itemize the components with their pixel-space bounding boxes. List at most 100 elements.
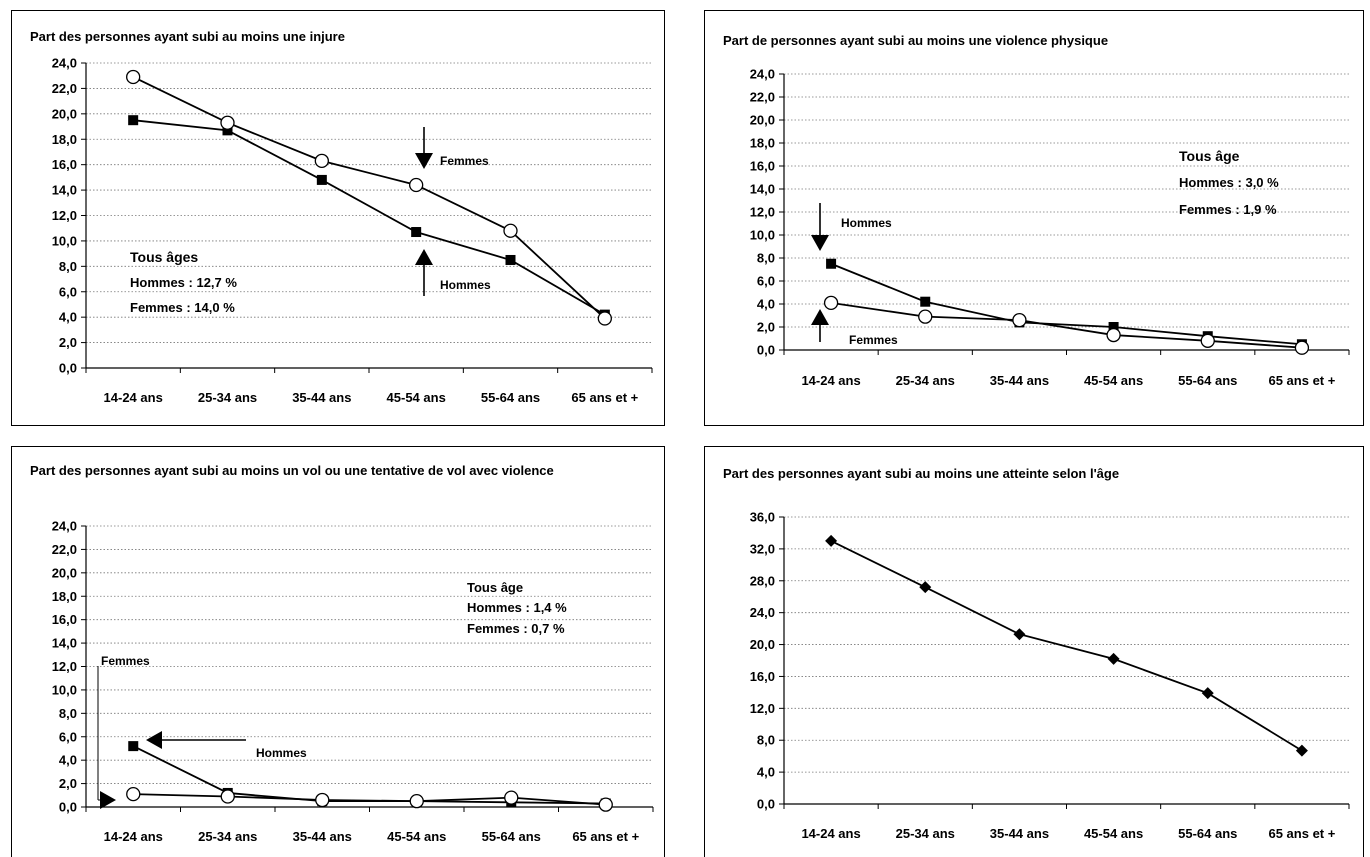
y-tick-label: 2,0 <box>757 320 775 335</box>
x-tick-label: 25-34 ans <box>198 390 257 405</box>
y-tick-label: 12,0 <box>52 208 77 223</box>
arrow-hommes-head <box>146 731 162 749</box>
annotations: Tous âge Hommes : 1,4 % Femmes : 0,7 % Femm… <box>97 580 567 809</box>
annotation-summary-femmes: Femmes : 0,7 % <box>467 621 565 636</box>
y-axis: 0,0 2,0 4,0 6,0 8,0 10,0 12,0 14,0 16,0 18,0 20,0 2… <box>750 67 785 358</box>
marker-diamond <box>1295 744 1308 757</box>
y-tick-label: 2,0 <box>59 335 77 350</box>
marker-diamond <box>825 534 838 547</box>
x-tick-label: 45-54 ans <box>1084 373 1143 388</box>
y-tick-label: 32,0 <box>750 541 775 556</box>
arrow-label-hommes: Hommes <box>256 746 307 760</box>
chart-title: Part de personnes ayant subi au moins un… <box>723 33 1109 48</box>
marker-square <box>222 125 233 136</box>
y-tick-label: 36,0 <box>750 510 775 525</box>
x-tick-label: 14-24 ans <box>104 390 163 405</box>
y-tick-label: 24,0 <box>52 519 77 534</box>
chart-title: Part des personnes ayant subi au moins u… <box>30 29 345 44</box>
y-tick-label: 14,0 <box>52 636 77 651</box>
marker-square <box>411 227 422 238</box>
marker-square <box>128 741 139 752</box>
marker-circle <box>220 115 235 130</box>
y-tick-label: 6,0 <box>59 284 77 299</box>
y-tick-label: 18,0 <box>52 589 77 604</box>
y-tick-label: 20,0 <box>750 113 775 128</box>
y-tick-label: 20,0 <box>52 565 77 580</box>
x-tick-label: 45-54 ans <box>387 390 446 405</box>
annotation-summary-hommes: Hommes : 3,0 % <box>1179 175 1279 190</box>
annotations: Tous âge Hommes : 3,0 % Femmes : 1,9 % Homm… <box>811 148 1279 347</box>
marker-circle <box>504 790 519 805</box>
y-tick-label: 4,0 <box>757 765 775 780</box>
y-tick-label: 12,0 <box>750 205 775 220</box>
arrow-femmes-head <box>811 309 829 325</box>
y-tick-label: 8,0 <box>757 251 775 266</box>
y-tick-label: 4,0 <box>59 753 77 768</box>
y-tick-label: 12,0 <box>750 701 775 716</box>
y-tick-label: 16,0 <box>52 157 77 172</box>
y-tick-label: 10,0 <box>52 233 77 248</box>
y-tick-label: 0,0 <box>757 343 775 358</box>
y-tick-label: 6,0 <box>59 729 77 744</box>
gridlines <box>784 73 1349 328</box>
y-tick-label: 4,0 <box>59 310 77 325</box>
y-axis: 0,0 2,0 4,0 6,0 8,0 10,0 12,0 14,0 16,0 18,0 20,0 2… <box>52 56 87 376</box>
arrow-label-hommes: Hommes <box>841 216 892 230</box>
marker-square <box>826 258 837 269</box>
annotation-summary-title: Tous âges <box>130 249 198 265</box>
y-tick-label: 16,0 <box>750 669 775 684</box>
chart-violence-physique: 0,0 2,0 4,0 6,0 8,0 10,0 12,0 14,0 16,0 18,0 20,0 2… <box>750 67 1350 388</box>
chart-panel-injure: Part des personnes ayant subi au moins u… <box>11 10 665 426</box>
marker-diamond <box>919 581 932 594</box>
series-line <box>830 301 1302 349</box>
y-tick-label: 10,0 <box>52 682 77 697</box>
x-tick-label: 25-34 ans <box>896 826 955 841</box>
marker-square <box>505 254 516 265</box>
x-tick-label: 14-24 ans <box>801 373 860 388</box>
y-tick-label: 22,0 <box>52 542 77 557</box>
y-tick-label: 28,0 <box>750 573 775 588</box>
y-tick-label: 18,0 <box>750 136 775 151</box>
marker-circle <box>597 311 612 326</box>
y-tick-label: 12,0 <box>52 659 77 674</box>
annotation-summary-title: Tous âge <box>1179 148 1240 164</box>
y-tick-label: 18,0 <box>52 132 77 147</box>
y-tick-label: 16,0 <box>750 159 775 174</box>
series-femmes <box>126 786 613 812</box>
chart-panel-violence-physique: Part de personnes ayant subi au moins un… <box>704 10 1364 426</box>
y-tick-label: 8,0 <box>59 259 77 274</box>
series-line <box>830 540 1303 752</box>
marker-diamond <box>1107 652 1120 665</box>
annotation-summary-title: Tous âge <box>467 580 523 595</box>
marker-circle <box>823 295 839 311</box>
y-tick-label: 4,0 <box>757 297 775 312</box>
x-tick-label: 25-34 ans <box>896 373 955 388</box>
x-tick-label: 55-64 ans <box>481 390 540 405</box>
arrow-label-hommes: Hommes <box>440 278 491 292</box>
x-tick-label: 35-44 ans <box>293 829 352 844</box>
x-tick-label: 45-54 ans <box>387 829 446 844</box>
series-hommes <box>826 258 1307 350</box>
marker-square <box>316 174 327 185</box>
marker-circle <box>503 223 518 238</box>
series-hommes <box>128 741 611 809</box>
y-tick-label: 10,0 <box>750 228 775 243</box>
marker-square <box>1108 322 1119 332</box>
x-tick-label: 25-34 ans <box>198 829 257 844</box>
x-tick-label: 55-64 ans <box>482 829 541 844</box>
chart-vol-violence: 0,0 2,0 4,0 6,0 8,0 10,0 12,0 14,0 16,0 18,0 20,0 2… <box>52 519 654 844</box>
annotations: Tous âges Hommes : 12,7 % Femmes : 14,0 % F… <box>130 127 491 315</box>
marker-circle <box>1106 327 1121 343</box>
y-tick-label: 0,0 <box>59 361 77 376</box>
y-tick-label: 20,0 <box>750 637 775 652</box>
y-tick-label: 22,0 <box>750 90 775 105</box>
x-axis: 14-24 ans 25-34 ans 35-44 ans 45-54 ans 55-6… <box>85 806 654 844</box>
chart-panel-atteinte: Part des personnes ayant subi au moins u… <box>704 446 1364 857</box>
x-axis: 14-24 ans 25-34 ans 35-44 ans 45-54 ans 55-6… <box>783 803 1350 841</box>
annotation-summary-femmes: Femmes : 1,9 % <box>1179 202 1277 217</box>
x-tick-label: 45-54 ans <box>1084 826 1143 841</box>
x-tick-label: 55-64 ans <box>1178 373 1237 388</box>
arrow-hommes-head <box>811 235 829 251</box>
x-axis: 14-24 ans 25-34 ans 35-44 ans 45-54 ans 55-6… <box>783 349 1350 388</box>
annotation-summary-hommes: Hommes : 12,7 % <box>130 275 237 290</box>
